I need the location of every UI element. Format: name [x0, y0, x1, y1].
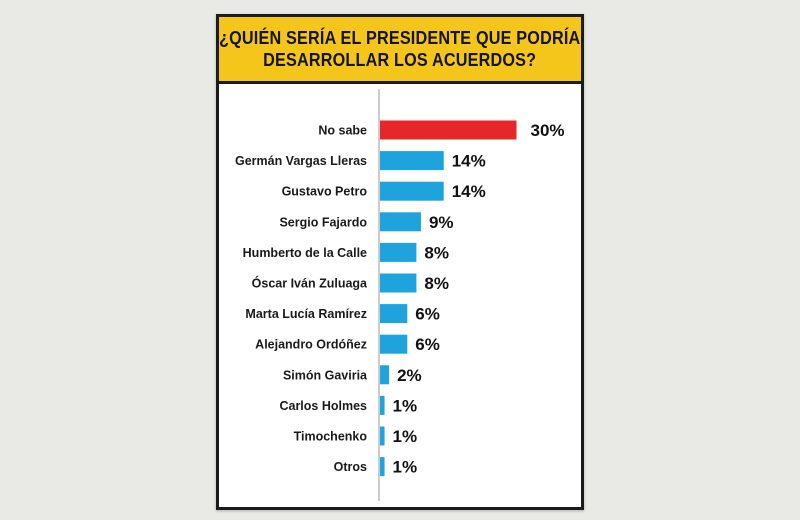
value-label: 2%	[397, 366, 422, 385]
value-label: 1%	[393, 458, 418, 477]
chart-title-line-2: DESARROLLAR LOS ACUERDOS?	[263, 50, 537, 70]
category-label: Alejandro Ordóñez	[255, 338, 367, 352]
bar	[380, 212, 421, 232]
bar	[380, 273, 417, 293]
value-label: 6%	[415, 335, 440, 354]
value-label: 1%	[393, 396, 418, 415]
bar	[380, 426, 385, 446]
value-label: 9%	[429, 213, 454, 232]
value-label: 30%	[531, 121, 565, 140]
category-label: No sabe	[318, 124, 367, 138]
bar	[380, 181, 444, 201]
value-label: 1%	[393, 427, 418, 446]
value-label: 14%	[452, 182, 486, 201]
value-label: 6%	[415, 305, 440, 324]
category-label: Óscar Iván Zuluaga	[252, 276, 368, 291]
category-label: Humberto de la Calle	[243, 246, 367, 260]
category-label: Timochenko	[294, 430, 368, 444]
bar	[380, 151, 444, 171]
category-label: Carlos Holmes	[279, 399, 367, 413]
chart-title-box: ¿QUIÉN SERÍA EL PRESIDENTE QUE PODRÍA DE…	[219, 17, 581, 84]
bar	[380, 395, 385, 415]
category-label: Simón Gaviria	[283, 368, 368, 382]
value-label: 8%	[424, 274, 449, 293]
chart-card: ¿QUIÉN SERÍA EL PRESIDENTE QUE PODRÍA DE…	[216, 14, 584, 510]
bar	[380, 365, 390, 385]
category-label: Gustavo Petro	[282, 185, 368, 199]
category-label: Marta Lucía Ramírez	[245, 307, 367, 321]
bar	[380, 457, 385, 477]
bar	[380, 242, 417, 262]
category-label: Otros	[334, 460, 367, 474]
category-label: Sergio Fajardo	[279, 215, 367, 229]
value-label: 14%	[452, 152, 486, 171]
bar-chart: No sabe 30% Germán Vargas Lleras 14% Gustavo…	[235, 89, 565, 501]
chart-title-line-1: ¿QUIÉN SERÍA EL PRESIDENTE QUE PODRÍA	[219, 28, 581, 48]
bar	[380, 304, 408, 324]
value-label: 8%	[424, 243, 449, 262]
bar	[380, 334, 408, 354]
bar	[380, 120, 517, 140]
category-label: Germán Vargas Lleras	[235, 154, 367, 168]
